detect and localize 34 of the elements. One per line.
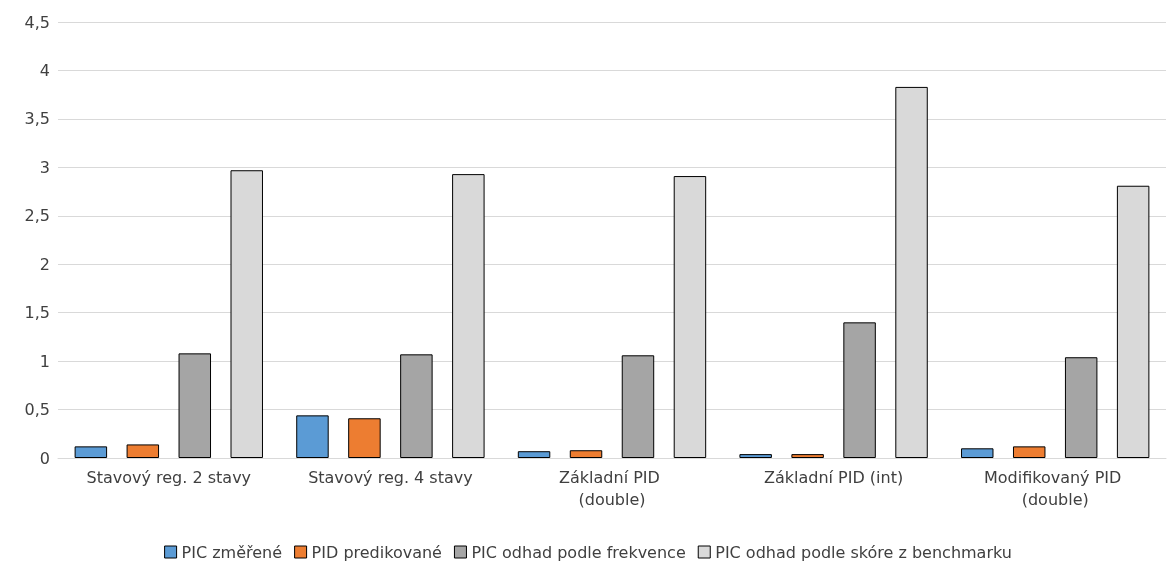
y-tick-label: 3,5 xyxy=(24,109,50,129)
legend-label: PIC odhad podle frekvence xyxy=(471,542,686,562)
bar xyxy=(178,353,212,458)
legend-label: PIC odhad podle skóre z benchmarku xyxy=(715,542,1012,562)
bar xyxy=(621,355,655,458)
y-tick-label: 4 xyxy=(39,60,50,80)
bar xyxy=(569,450,603,458)
legend-label: PIC změřené xyxy=(181,542,283,562)
x-tick-label: Modifikovaný PID (double) xyxy=(983,467,1127,509)
bar xyxy=(348,418,381,458)
x-tick-label: Základní PID (int) xyxy=(763,467,904,487)
y-tick-label: 2,5 xyxy=(24,206,50,226)
x-tick-label: Stavový reg. 4 stavy xyxy=(308,467,473,487)
x-tick-label: Základní PID (double) xyxy=(559,467,665,509)
x-tick-label: Stavový reg. 2 stavy xyxy=(86,467,252,487)
bar xyxy=(739,454,772,458)
bar xyxy=(791,454,824,458)
y-tick-label: 2 xyxy=(39,254,50,274)
bar xyxy=(517,451,551,458)
y-tick-label: 1 xyxy=(39,351,50,371)
y-tick-label: 1,5 xyxy=(24,303,50,323)
y-tick-label: 0,5 xyxy=(24,400,50,420)
bar xyxy=(126,444,160,458)
bar xyxy=(1012,446,1046,458)
y-tick-label: 3 xyxy=(39,157,50,177)
y-tick-label: 0 xyxy=(39,448,50,468)
legend-label: PID predikované xyxy=(311,542,442,562)
bar xyxy=(400,354,433,458)
bar xyxy=(843,322,876,458)
bar xyxy=(296,415,329,458)
bar xyxy=(74,446,108,458)
bar xyxy=(961,448,994,458)
bar xyxy=(1064,357,1098,458)
y-tick-label: 4,5 xyxy=(24,12,50,32)
